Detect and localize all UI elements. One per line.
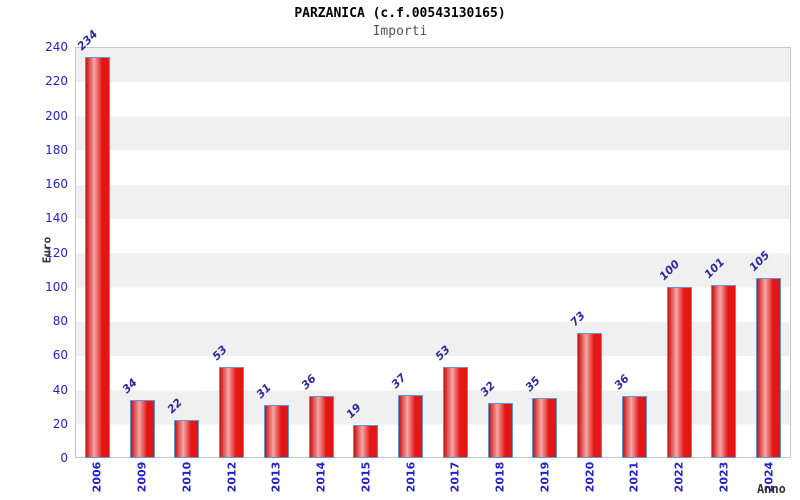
y-tick-label: 0 [60,451,68,465]
x-tick-label: 2021 [627,461,641,493]
y-tick-label: 100 [45,279,68,294]
chart-subtitle: Importi [372,24,428,39]
y-tick-label: 180 [45,142,68,157]
bar [219,367,244,458]
x-tick-label: 2016 [404,461,418,493]
y-tick-label: 20 [52,416,68,431]
chart-title: PARZANICA (c.f.00543130165) [294,6,506,21]
x-tick-label: 2010 [180,461,194,493]
y-tick-label: 160 [45,177,68,191]
x-tick-label: 2012 [225,461,239,493]
bar [130,399,155,458]
y-axis-label: Euro [40,236,54,264]
x-tick-label: 2019 [538,461,552,493]
x-tick-label: 2014 [314,461,328,493]
bar [264,404,289,458]
x-tick-label: 2015 [359,461,373,493]
x-tick-label: 2022 [672,461,686,493]
bar [398,394,423,458]
y-tick-label: 40 [52,382,68,397]
x-tick-label: 2020 [583,461,597,493]
bar [532,398,557,458]
y-tick-label: 200 [45,108,68,123]
y-tick-label: 140 [45,211,68,226]
bar [756,278,781,458]
x-tick-label: 2023 [717,461,731,493]
bar [711,285,736,458]
y-tick-label: 240 [45,40,68,54]
bar [667,286,692,458]
bar [622,396,647,458]
x-tick-label: 2018 [493,461,507,493]
bar [353,425,378,458]
x-tick-label: 2006 [90,461,104,493]
bar [85,57,110,458]
y-tick-label: 80 [52,314,68,328]
y-tick-label: 220 [45,74,68,89]
bar [309,396,334,458]
x-tick-label: 2017 [448,461,462,493]
y-tick-label: 60 [52,348,68,363]
bar [577,332,602,458]
x-tick-label: 2009 [135,461,149,493]
y-tick-label: 120 [45,245,68,260]
bar [443,367,468,458]
x-axis-label: Anno [757,482,786,496]
bar [174,420,199,458]
x-tick-label: 2013 [269,461,283,493]
bar [488,403,513,458]
